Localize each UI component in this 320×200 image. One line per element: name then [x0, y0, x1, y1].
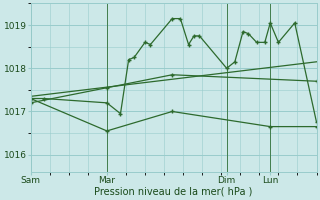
X-axis label: Pression niveau de la mer( hPa ): Pression niveau de la mer( hPa )	[94, 187, 253, 197]
